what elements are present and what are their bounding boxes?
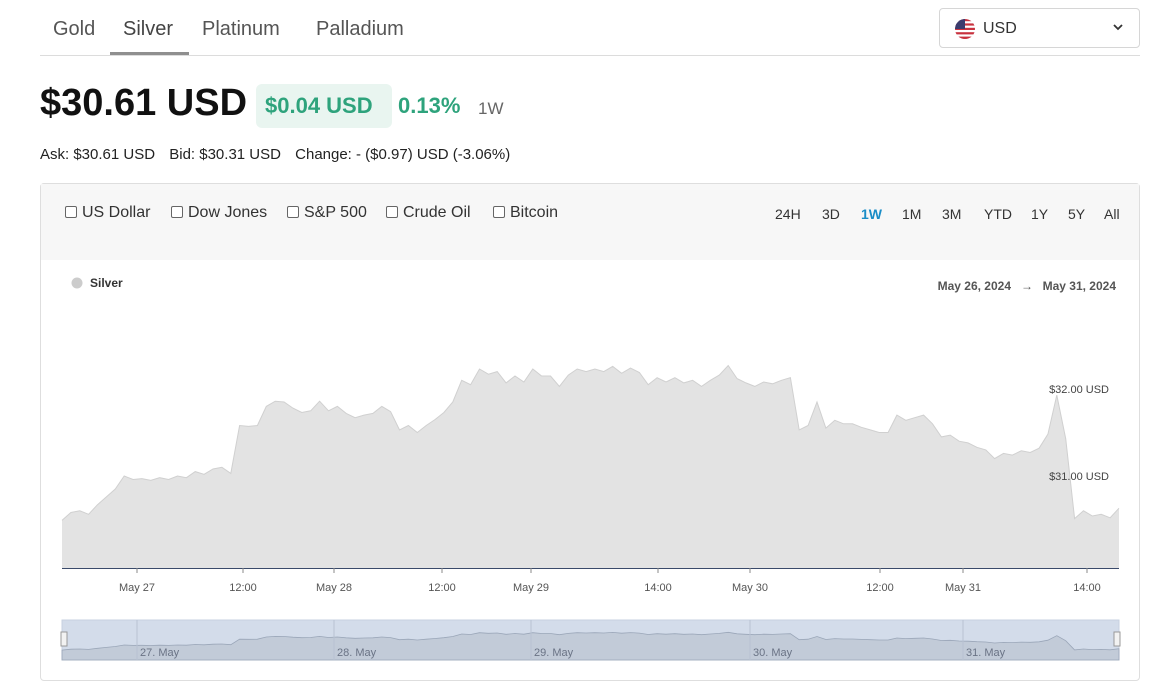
tab-silver[interactable]: Silver — [123, 18, 174, 40]
navigator-label: 27. May — [140, 647, 180, 659]
silver-line — [61, 364, 1120, 521]
change-badge — [256, 84, 392, 128]
change-amount: $0.04 USD — [265, 93, 373, 118]
range-start-date: May 26, 2024 — [938, 279, 1012, 293]
quote-details: Ask: $30.61 USD Bid: $30.31 USD Change: … — [40, 146, 520, 163]
bid-price: Bid: $30.31 USD — [169, 146, 281, 163]
x-tick-label: May 29 — [513, 582, 549, 594]
tab-gold[interactable]: Gold — [53, 18, 96, 40]
compare-label: S&P 500 — [304, 204, 367, 221]
chevron-down-icon — [1112, 20, 1124, 39]
range-end-date: May 31, 2024 — [1043, 279, 1117, 293]
x-tick-label: 12:00 — [866, 582, 894, 594]
tab-platinum[interactable]: Platinum — [202, 18, 280, 40]
currency-label: USD — [983, 20, 1017, 37]
checkbox[interactable] — [386, 206, 398, 218]
checkbox[interactable] — [493, 206, 505, 218]
active-tab-indicator — [110, 52, 189, 55]
compare-bitcoin[interactable]: Bitcoin — [493, 204, 558, 222]
compare-sp500[interactable]: S&P 500 — [287, 204, 367, 222]
range-1m[interactable]: 1M — [902, 206, 922, 222]
change-percent: 0.13% — [398, 93, 461, 118]
y-tick-label: $31.00 USD — [1049, 471, 1109, 483]
chart-toolbar: US Dollar Dow Jones S&P 500 Crude Oil Bi… — [41, 184, 1139, 260]
range-5y[interactable]: 5Y — [1068, 206, 1086, 222]
metal-tabs: Gold Silver Platinum Palladium — [40, 0, 1140, 56]
navigator-label: 28. May — [337, 647, 377, 659]
legend-marker — [71, 277, 83, 289]
ask-price: Ask: $30.61 USD — [40, 146, 156, 163]
compare-dow-jones[interactable]: Dow Jones — [171, 204, 267, 222]
x-tick-label: 12:00 — [229, 582, 257, 594]
change-period: 1W — [478, 99, 504, 118]
checkbox[interactable] — [287, 206, 299, 218]
checkbox[interactable] — [171, 206, 183, 218]
range-arrow: → — [1021, 279, 1033, 293]
x-tick-label: May 27 — [119, 582, 155, 594]
currency-select[interactable]: USD — [939, 8, 1140, 48]
x-tick-label: 12:00 — [428, 582, 456, 594]
checkbox[interactable] — [65, 206, 77, 218]
range-ytd[interactable]: YTD — [984, 206, 1012, 222]
tab-palladium[interactable]: Palladium — [316, 18, 404, 40]
range-1w[interactable]: 1W — [861, 206, 882, 222]
range-3d[interactable]: 3D — [822, 206, 840, 222]
x-tick-label: 14:00 — [1073, 582, 1101, 594]
range-all[interactable]: All — [1104, 206, 1120, 222]
navigator-label: 29. May — [534, 647, 574, 659]
compare-label: Crude Oil — [403, 204, 471, 221]
silver-area — [62, 365, 1119, 568]
y-tick-label: $32.00 USD — [1049, 384, 1109, 396]
range-1y[interactable]: 1Y — [1031, 206, 1049, 222]
x-tick-label: May 31 — [945, 582, 981, 594]
navigator-handle-left[interactable] — [60, 631, 68, 647]
navigator-series — [61, 631, 1120, 661]
legend-label: Silver — [90, 276, 123, 290]
compare-label: US Dollar — [82, 204, 151, 221]
navigator-label: 31. May — [966, 647, 1006, 659]
range-3m[interactable]: 3M — [942, 206, 962, 222]
compare-crude-oil[interactable]: Crude Oil — [386, 204, 471, 222]
navigator-handle-right[interactable] — [1113, 631, 1121, 647]
spot-price: $30.61 USD — [40, 82, 248, 124]
x-tick-label: May 28 — [316, 582, 352, 594]
x-tick-label: 14:00 — [644, 582, 672, 594]
compare-us-dollar[interactable]: US Dollar — [65, 204, 150, 222]
navigator-label: 30. May — [753, 647, 793, 659]
us-flag-icon — [955, 19, 975, 39]
chart-panel: US Dollar Dow Jones S&P 500 Crude Oil Bi… — [40, 183, 1140, 681]
compare-label: Dow Jones — [188, 204, 268, 221]
compare-label: Bitcoin — [510, 204, 559, 221]
change-summary: Change: - ($0.97) USD (-3.06%) — [295, 146, 511, 163]
range-24h[interactable]: 24H — [775, 206, 801, 222]
x-tick-label: May 30 — [732, 582, 768, 594]
silver-price-chart[interactable]: Silver May 26, 2024 → May 31, 2024 $32.00 US… — [41, 184, 1139, 680]
